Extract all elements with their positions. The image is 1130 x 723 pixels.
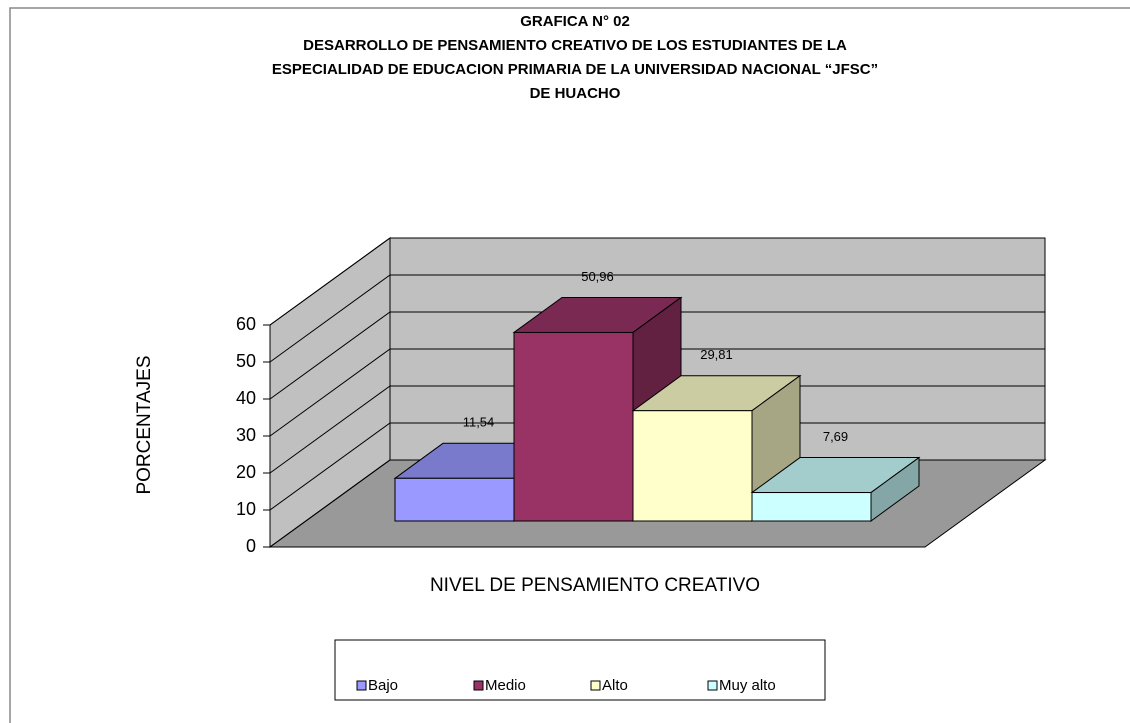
bar xyxy=(632,410,753,522)
legend xyxy=(334,639,826,701)
legend-swatch xyxy=(356,680,367,691)
data-label: 11,54 xyxy=(463,415,495,430)
data-label: 7,69 xyxy=(823,429,848,444)
y-tick-label: 0 xyxy=(246,536,256,556)
bar xyxy=(751,492,872,522)
y-tick-label: 50 xyxy=(236,351,256,371)
legend-label: Bajo xyxy=(368,677,398,694)
grid-line xyxy=(269,274,1045,363)
grid-line xyxy=(269,385,1045,474)
legend-label: Alto xyxy=(602,677,628,694)
chart-title: DE HUACHO xyxy=(530,85,621,102)
y-tick-label: 30 xyxy=(236,425,256,445)
y-tick-label: 40 xyxy=(236,388,256,408)
grid-line xyxy=(269,348,1045,437)
legend-swatch xyxy=(707,680,718,691)
bar xyxy=(513,331,634,522)
y-tick-label: 20 xyxy=(236,462,256,482)
bar xyxy=(394,477,515,522)
x-axis-label: NIVEL DE PENSAMIENTO CREATIVO xyxy=(430,575,760,596)
grid-line xyxy=(269,311,1045,400)
legend-label: Muy alto xyxy=(719,677,776,694)
y-axis-label: PORCENTAJES xyxy=(134,355,155,494)
legend-swatch xyxy=(473,680,484,691)
grid-line xyxy=(269,237,1045,326)
frame xyxy=(9,7,1130,723)
chart-title: ESPECIALIDAD DE EDUCACION PRIMARIA DE LA… xyxy=(272,61,878,78)
chart-title: DESARROLLO DE PENSAMIENTO CREATIVO DE LO… xyxy=(303,37,847,54)
legend-swatch xyxy=(590,680,601,691)
y-tick-label: 10 xyxy=(236,499,256,519)
data-label: 50,96 xyxy=(581,269,614,284)
legend-label: Medio xyxy=(485,677,526,694)
data-label: 29,81 xyxy=(700,347,733,362)
y-tick-label: 60 xyxy=(236,314,256,334)
chart-title: GRAFICA N° 02 xyxy=(520,13,630,30)
grid-line xyxy=(269,422,1045,511)
